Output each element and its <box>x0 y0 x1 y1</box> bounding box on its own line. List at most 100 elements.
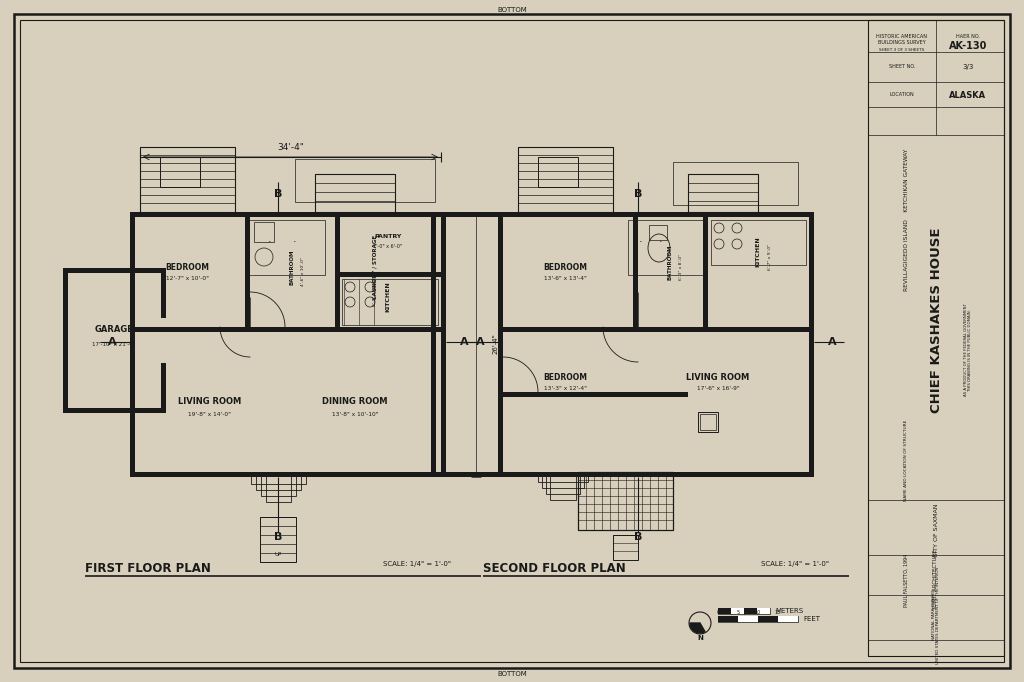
Text: 6'-3" x 8'-0": 6'-3" x 8'-0" <box>679 254 683 280</box>
Text: ALASKA: ALASKA <box>949 91 986 100</box>
Text: B: B <box>634 532 642 542</box>
Text: METERS: METERS <box>775 608 803 614</box>
Bar <box>130 327 446 332</box>
Text: GARAGE: GARAGE <box>94 325 133 334</box>
Bar <box>254 222 274 242</box>
Bar <box>335 212 340 332</box>
Bar <box>160 157 200 187</box>
Text: ·: · <box>268 237 271 247</box>
Text: CHIEF KASHAKES HOUSE: CHIEF KASHAKES HOUSE <box>930 227 942 413</box>
Bar <box>431 472 498 477</box>
Text: B: B <box>273 189 283 199</box>
Text: SHEET 3 OF 3 SHEETS: SHEET 3 OF 3 SHEETS <box>880 48 925 52</box>
Text: TLIMIT ARCHITECTURE: TLIMIT ARCHITECTURE <box>934 550 939 610</box>
Text: A: A <box>827 337 837 347</box>
Bar <box>431 212 498 217</box>
Bar <box>744 608 757 614</box>
Text: 10: 10 <box>755 610 761 614</box>
Text: SCALE: 1/4" = 1'-0": SCALE: 1/4" = 1'-0" <box>761 561 829 567</box>
Bar <box>673 162 798 205</box>
Text: 5: 5 <box>736 610 739 614</box>
Text: HAER NO.: HAER NO. <box>956 33 980 38</box>
Bar <box>758 616 778 622</box>
Text: 6'-7" x 9'-0": 6'-7" x 9'-0" <box>768 244 772 270</box>
Text: A: A <box>460 337 468 347</box>
Text: N: N <box>697 635 702 641</box>
Bar <box>261 472 296 496</box>
Text: FEET: FEET <box>803 616 820 622</box>
Bar <box>251 472 306 484</box>
Bar <box>731 608 744 614</box>
Text: B: B <box>273 532 283 542</box>
Bar <box>718 608 731 614</box>
Bar <box>809 212 814 477</box>
Text: BEDROOM: BEDROOM <box>165 263 209 271</box>
Bar <box>63 268 166 273</box>
Text: SHEET NO.: SHEET NO. <box>889 65 915 70</box>
Text: BATHROOM: BATHROOM <box>668 244 673 280</box>
Text: BATHROOM: BATHROOM <box>290 249 295 285</box>
Bar <box>441 212 446 477</box>
Bar <box>731 608 744 614</box>
Bar <box>718 616 738 622</box>
Text: FIRST FLOOR PLAN: FIRST FLOOR PLAN <box>85 563 211 576</box>
Text: A: A <box>476 337 484 347</box>
Text: 17'-6" x 16'-9": 17'-6" x 16'-9" <box>696 387 739 391</box>
Text: 17'-10" x 21'-0": 17'-10" x 21'-0" <box>92 342 135 346</box>
Text: 13'-6" x 13'-4": 13'-6" x 13'-4" <box>544 276 587 280</box>
Wedge shape <box>690 623 705 633</box>
Text: CITY OF SAXMAN: CITY OF SAXMAN <box>934 503 939 557</box>
Text: AS A PRODUCT OF THE FEDERAL GOVERNMENT
THIS DRAWING IS IN THE PUBLIC DOMAIN.: AS A PRODUCT OF THE FEDERAL GOVERNMENT T… <box>964 303 973 396</box>
Text: 13'-3" x 12'-4": 13'-3" x 12'-4" <box>544 385 587 391</box>
Bar <box>778 616 798 622</box>
Text: 34'-4": 34'-4" <box>278 143 304 151</box>
Bar <box>633 212 638 327</box>
Bar <box>758 616 778 622</box>
Text: BEDROOM: BEDROOM <box>543 372 587 381</box>
Text: 13'-8" x 10'-10": 13'-8" x 10'-10" <box>332 411 378 417</box>
Bar <box>578 472 673 530</box>
Text: BEDROOM: BEDROOM <box>543 263 587 271</box>
Bar <box>688 174 758 212</box>
Bar <box>256 472 301 490</box>
Bar <box>266 472 291 502</box>
Text: 12'-7" x 10'-0": 12'-7" x 10'-0" <box>166 276 209 280</box>
Text: ·: · <box>659 237 663 247</box>
Bar <box>130 212 135 477</box>
Text: BOTTOM: BOTTOM <box>497 671 527 677</box>
Text: PANTRY: PANTRY <box>375 235 401 239</box>
Text: NAME AND LOCATION OF STRUCTURE: NAME AND LOCATION OF STRUCTURE <box>904 419 908 501</box>
Bar <box>260 517 296 562</box>
Bar <box>703 212 708 327</box>
Bar <box>498 212 503 477</box>
Text: BUILDINGS SURVEY: BUILDINGS SURVEY <box>879 40 926 46</box>
Text: REVILLAGIGEDO ISLAND    KETCHIKAN GATEWAY: REVILLAGIGEDO ISLAND KETCHIKAN GATEWAY <box>903 149 908 291</box>
Bar <box>757 608 770 614</box>
Text: LOCATION: LOCATION <box>890 93 914 98</box>
Bar <box>550 472 575 500</box>
Text: SECOND FLOOR PLAN: SECOND FLOOR PLAN <box>483 563 626 576</box>
Text: PAUL FALSETTO, 1994: PAUL FALSETTO, 1994 <box>903 553 908 606</box>
Bar <box>538 472 588 482</box>
Bar <box>757 608 770 614</box>
Bar <box>245 212 250 327</box>
Text: BOTTOM: BOTTOM <box>497 7 527 13</box>
Bar <box>498 327 814 332</box>
Text: 0: 0 <box>717 610 720 614</box>
Bar <box>698 412 718 432</box>
Bar <box>711 220 806 265</box>
Text: A: A <box>108 337 117 347</box>
Bar <box>718 616 738 622</box>
Text: 15: 15 <box>775 610 781 614</box>
Bar <box>744 608 757 614</box>
Text: DINING ROOM: DINING ROOM <box>323 398 388 406</box>
Text: SCALE: 1/4" = 1'-0": SCALE: 1/4" = 1'-0" <box>383 561 451 567</box>
Bar <box>295 159 435 202</box>
Bar <box>718 608 731 614</box>
Text: 19'-8" x 14'-0": 19'-8" x 14'-0" <box>188 411 231 417</box>
Bar <box>628 220 703 275</box>
Text: 26'-4": 26'-4" <box>493 333 499 355</box>
Text: 8'-0" x 14'-0": 8'-0" x 14'-0" <box>373 278 377 306</box>
Bar <box>140 147 234 212</box>
Text: ·: · <box>639 237 643 247</box>
